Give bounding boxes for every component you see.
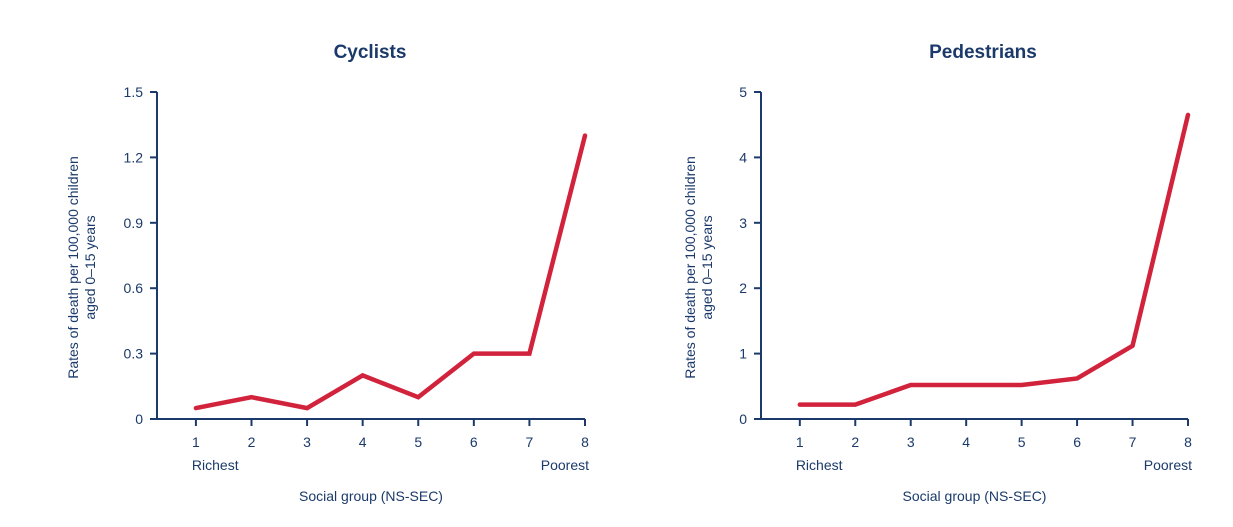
data-point: [908, 382, 914, 388]
y-tick-label: 0: [739, 411, 747, 427]
x-tick-label: 4: [359, 434, 367, 450]
y-axis-title-line: aged 0–15 years: [82, 215, 98, 319]
x-tick-label: 3: [907, 434, 915, 450]
chart-cyclists: Cyclists 0 0.3 0.6 0.9 1.2 1.5 1 2 3 4 5 6 7 8 Richest P…: [65, 42, 589, 504]
x-end-label-richest: Richest: [796, 457, 843, 473]
x-tick-label: 2: [851, 434, 859, 450]
x-tick-label: 8: [1184, 434, 1192, 450]
y-tick-label: 3: [739, 215, 747, 231]
data-point: [1185, 112, 1191, 118]
x-tick-label: 1: [192, 434, 200, 450]
data-point: [1019, 382, 1025, 388]
x-end-label-poorest: Poorest: [1144, 457, 1192, 473]
y-tick-label: 1.5: [124, 84, 144, 100]
data-point: [471, 351, 477, 357]
y-axis-title-line: Rates of death per 100,000 children: [65, 156, 81, 379]
x-tick-label: 5: [1018, 434, 1026, 450]
data-point: [248, 394, 254, 400]
x-tick-label: 5: [414, 434, 422, 450]
x-tick-label: 4: [962, 434, 970, 450]
data-point: [963, 382, 969, 388]
data-point: [415, 394, 421, 400]
chart-title: Cyclists: [334, 42, 407, 63]
y-tick-label: 1: [739, 346, 747, 362]
x-tick-label: 2: [248, 434, 256, 450]
y-axis-title: Rates of death per 100,000 childrenaged …: [682, 156, 715, 379]
data-point: [1074, 375, 1080, 381]
x-tick-label: 6: [470, 434, 478, 450]
y-axis-title-line: aged 0–15 years: [699, 215, 715, 319]
data-point: [582, 133, 588, 139]
y-axis-title-line: Rates of death per 100,000 children: [682, 156, 698, 379]
x-tick-label: 1: [796, 434, 804, 450]
data-point: [360, 372, 366, 378]
y-tick-label: 0.3: [124, 346, 144, 362]
data-point: [852, 402, 858, 408]
data-point: [304, 405, 310, 411]
x-tick-label: 6: [1073, 434, 1081, 450]
x-end-label-poorest: Poorest: [541, 457, 589, 473]
x-tick-label: 8: [581, 434, 589, 450]
x-tick-label: 3: [303, 434, 311, 450]
series-line: [797, 112, 1191, 407]
x-axis-title: Social group (NS-SEC): [903, 488, 1047, 504]
series-line: [193, 133, 588, 411]
data-point: [797, 402, 803, 408]
data-point: [526, 351, 532, 357]
y-tick-label: 0: [135, 411, 143, 427]
y-tick-label: 4: [739, 149, 747, 165]
chart-pedestrians: Pedestrians 0 1 2 3 4 5 1 2 3 4 5 6 7 8 Richest Poorest S…: [682, 42, 1192, 504]
y-tick-label: 2: [739, 280, 747, 296]
x-axis-title: Social group (NS-SEC): [299, 488, 443, 504]
x-tick-label: 7: [526, 434, 534, 450]
chart-title: Pedestrians: [929, 42, 1037, 63]
data-point: [193, 405, 199, 411]
y-axis-title: Rates of death per 100,000 childrenaged …: [65, 156, 98, 379]
y-tick-label: 0.9: [124, 215, 144, 231]
data-point: [1130, 343, 1136, 349]
x-tick-label: 7: [1129, 434, 1137, 450]
x-end-label-richest: Richest: [192, 457, 239, 473]
y-tick-label: 0.6: [124, 280, 144, 296]
y-tick-label: 5: [739, 84, 747, 100]
y-tick-label: 1.2: [124, 149, 144, 165]
